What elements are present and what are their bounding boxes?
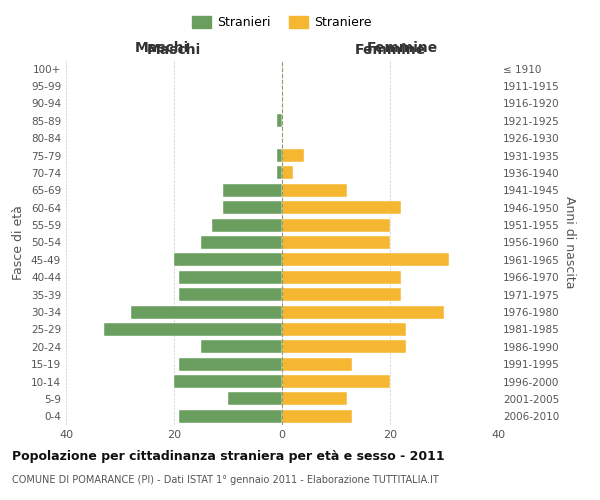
Text: Maschi: Maschi bbox=[135, 41, 189, 55]
Bar bbox=[282, 149, 304, 162]
Bar bbox=[282, 218, 390, 232]
Bar bbox=[179, 410, 282, 423]
Bar bbox=[282, 201, 401, 214]
Bar bbox=[179, 288, 282, 301]
Bar bbox=[282, 236, 390, 249]
Bar bbox=[201, 340, 282, 353]
Text: Femmine: Femmine bbox=[367, 41, 437, 55]
Bar bbox=[228, 392, 282, 406]
Bar bbox=[277, 149, 282, 162]
Legend: Stranieri, Straniere: Stranieri, Straniere bbox=[187, 11, 377, 34]
Text: Maschi: Maschi bbox=[147, 42, 201, 56]
Bar bbox=[104, 323, 282, 336]
Bar bbox=[174, 254, 282, 266]
Bar bbox=[179, 358, 282, 370]
Bar bbox=[277, 166, 282, 179]
Bar bbox=[212, 218, 282, 232]
Text: Femmine: Femmine bbox=[355, 42, 425, 56]
Bar bbox=[282, 166, 293, 179]
Bar bbox=[282, 306, 444, 318]
Bar bbox=[282, 270, 401, 284]
Text: Popolazione per cittadinanza straniera per età e sesso - 2011: Popolazione per cittadinanza straniera p… bbox=[12, 450, 445, 463]
Y-axis label: Anni di nascita: Anni di nascita bbox=[563, 196, 576, 289]
Bar bbox=[277, 114, 282, 128]
Bar bbox=[174, 375, 282, 388]
Bar bbox=[223, 184, 282, 197]
Y-axis label: Fasce di età: Fasce di età bbox=[13, 205, 25, 280]
Bar bbox=[282, 358, 352, 370]
Bar bbox=[223, 201, 282, 214]
Text: COMUNE DI POMARANCE (PI) - Dati ISTAT 1° gennaio 2011 - Elaborazione TUTTITALIA.: COMUNE DI POMARANCE (PI) - Dati ISTAT 1°… bbox=[12, 475, 439, 485]
Bar bbox=[282, 375, 390, 388]
Bar bbox=[282, 288, 401, 301]
Bar bbox=[282, 410, 352, 423]
Bar bbox=[179, 270, 282, 284]
Bar bbox=[282, 254, 449, 266]
Bar bbox=[282, 340, 406, 353]
Bar bbox=[201, 236, 282, 249]
Bar bbox=[282, 184, 347, 197]
Bar bbox=[282, 323, 406, 336]
Bar bbox=[131, 306, 282, 318]
Bar bbox=[282, 392, 347, 406]
